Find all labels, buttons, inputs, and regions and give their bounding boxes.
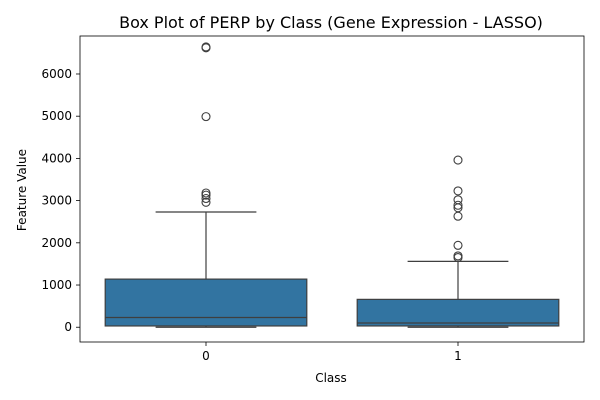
y-tick-label: 5000 xyxy=(41,109,72,123)
y-tick-label: 0 xyxy=(64,320,72,334)
outlier-point xyxy=(453,186,463,196)
y-tick-label: 6000 xyxy=(41,67,72,81)
outlier-point xyxy=(201,42,211,52)
y-axis-label: Feature Value xyxy=(15,149,29,231)
y-tick-label: 3000 xyxy=(41,194,72,208)
outlier-point xyxy=(453,195,463,205)
outlier-point xyxy=(453,240,463,250)
outlier-point xyxy=(453,155,463,165)
outlier-point xyxy=(201,197,211,207)
x-tick-label: 0 xyxy=(202,349,210,363)
y-tick-label: 1000 xyxy=(41,278,72,292)
box-iqr xyxy=(104,278,308,327)
outlier-point xyxy=(201,193,211,204)
box-iqr xyxy=(356,298,560,327)
x-axis-label: Class xyxy=(315,371,347,385)
plot-area: 0 1000 2000 3000 4000 5000 6000 0 1 xyxy=(41,35,585,363)
outlier-point xyxy=(453,251,463,261)
outlier-point xyxy=(201,112,211,122)
y-tick-label: 4000 xyxy=(41,151,72,165)
chart-title: Box Plot of PERP by Class (Gene Expressi… xyxy=(119,13,543,32)
outlier-point xyxy=(453,200,463,210)
outlier-point xyxy=(201,188,211,198)
y-tick-label: 2000 xyxy=(41,236,72,250)
plot-frame xyxy=(79,35,585,343)
x-tick-label: 1 xyxy=(454,349,462,363)
